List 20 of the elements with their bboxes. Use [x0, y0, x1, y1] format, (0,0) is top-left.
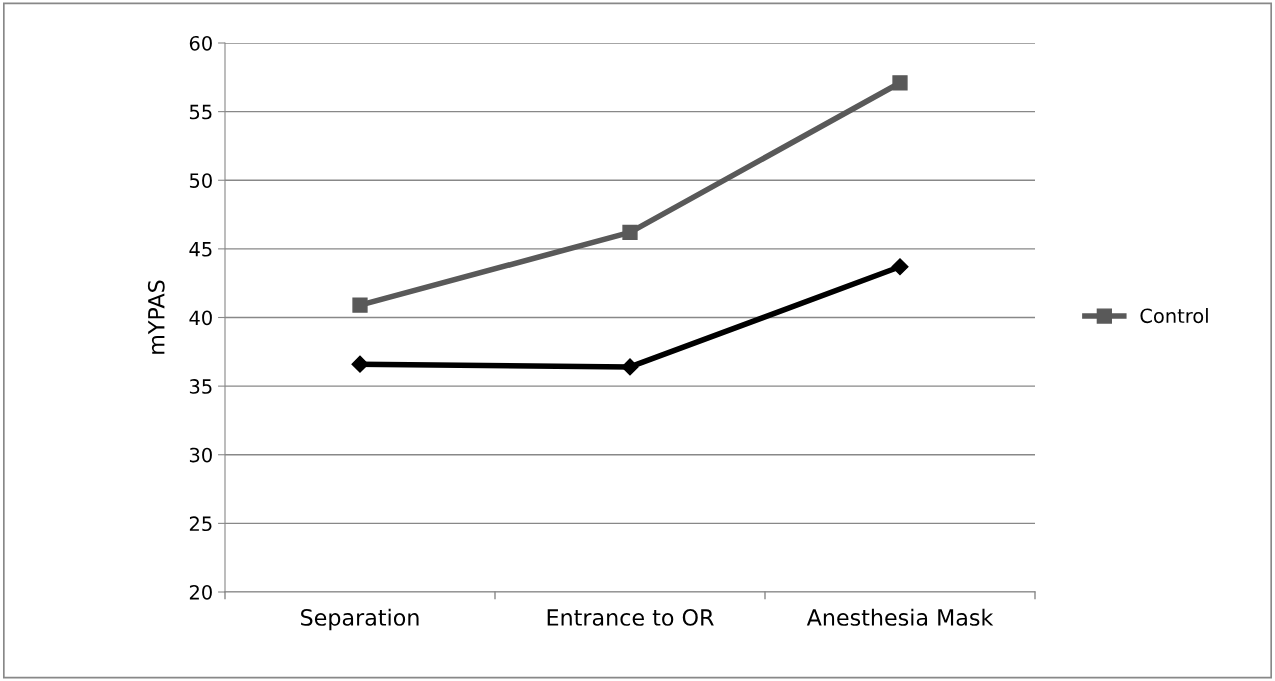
point	[622, 224, 638, 241]
y-tick-label: 50	[189, 173, 212, 188]
y-tick-label: 30	[189, 447, 212, 463]
y-tick-label: 45	[189, 242, 212, 257]
x-tick-label: Anesthesia Mask	[806, 608, 994, 626]
point	[892, 75, 908, 91]
point	[352, 297, 368, 313]
y-tick-label: 25	[189, 516, 212, 532]
y-tick-label: 35	[189, 379, 212, 394]
y-tick-label: 60	[189, 35, 212, 51]
y-tick-label: 20	[189, 584, 212, 600]
x-tick-label: Entrance to OR	[547, 609, 714, 626]
point	[621, 358, 639, 376]
x-tick-label: Separation	[301, 608, 419, 631]
point	[891, 258, 909, 276]
y-axis-title: mYPAS	[147, 280, 165, 354]
point	[351, 355, 369, 373]
y-tick-label: 55	[189, 104, 212, 120]
y-tick-label: 40	[189, 310, 212, 326]
legend-label: Control	[1140, 308, 1208, 324]
